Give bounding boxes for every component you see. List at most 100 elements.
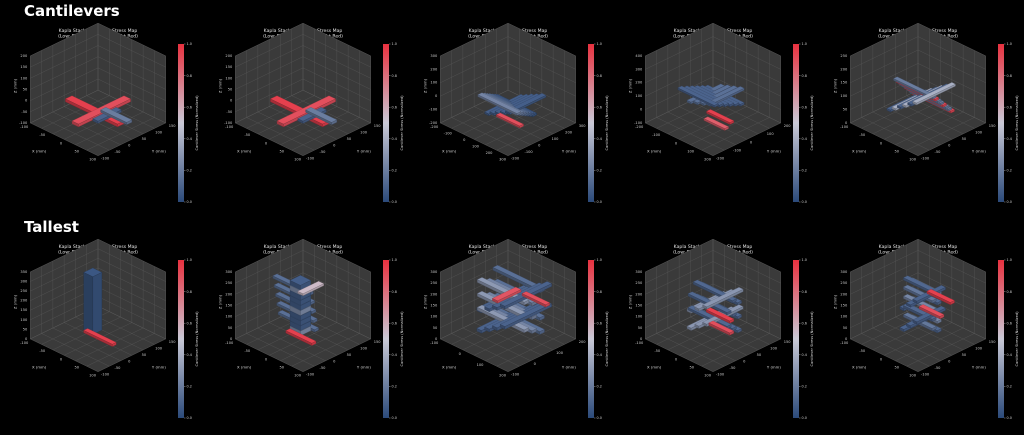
gridline — [440, 63, 509, 97]
gridline — [645, 49, 714, 83]
y-tick-label: -50 — [115, 366, 122, 370]
y-tick-label: 100 — [360, 346, 368, 350]
block-side — [714, 103, 719, 108]
x-tick-label: -100 — [430, 341, 439, 345]
gridline — [645, 250, 714, 284]
x-tick-label: -200 — [430, 125, 439, 129]
gridline — [302, 250, 371, 284]
z-tick-label: -100 — [224, 121, 233, 125]
y-tick-label: -50 — [935, 366, 942, 370]
gridline — [30, 258, 99, 292]
x-axis-label: X (mm) — [32, 365, 47, 370]
gridline — [645, 63, 714, 97]
z-tick-label: 0 — [845, 121, 848, 125]
colorbar-tick-label: 0.2 — [1007, 169, 1012, 173]
gridline — [507, 261, 576, 295]
z-tick-label: -50 — [21, 110, 28, 114]
gridline — [917, 76, 986, 110]
colorbar-tick-label: 0.4 — [802, 353, 807, 357]
z-axis-label: Z (mm) — [832, 78, 837, 93]
x-tick-label: 50 — [894, 150, 899, 154]
colorbar-label: Cantilever Stress (Normalized) — [195, 95, 199, 151]
x-tick-label: 100 — [704, 374, 712, 378]
gridline — [917, 272, 986, 306]
colorbar — [588, 260, 594, 418]
block-side — [504, 303, 552, 330]
gridline — [451, 333, 520, 367]
colorbar-tick-label: 0.8 — [187, 74, 192, 78]
gridline — [97, 267, 166, 301]
colorbar-tick-label: 0.6 — [1007, 105, 1012, 109]
colorbar-tick-label: 0.6 — [597, 105, 602, 109]
y-axis-label: Y (mm) — [562, 149, 576, 154]
gridline — [235, 90, 304, 124]
gridline — [645, 272, 714, 306]
z-tick-label: 0 — [640, 337, 643, 341]
gridline — [645, 76, 714, 110]
z-tick-label: 100 — [430, 315, 438, 319]
y-tick-label: 200 — [565, 130, 573, 134]
gridline — [235, 45, 304, 79]
colorbar-tick-label: 0.4 — [1007, 353, 1012, 357]
block-side — [726, 310, 732, 316]
y-axis-label: Y (mm) — [562, 365, 576, 370]
colorbar — [793, 44, 799, 202]
x-tick-label: 0 — [60, 141, 63, 145]
gridline — [235, 272, 304, 306]
y-tick-label: 0 — [538, 144, 541, 148]
colorbar-tick-label: 0.8 — [597, 74, 602, 78]
y-axis-label: Y (mm) — [357, 365, 371, 370]
block-side — [729, 330, 734, 336]
gridline — [97, 248, 166, 282]
z-tick-label: 200 — [225, 292, 233, 296]
y-axis-label: Y (mm) — [767, 149, 781, 154]
z-tick-label: 100 — [20, 318, 28, 322]
colorbar-label: Cantilever Stress (Normalized) — [1015, 95, 1019, 151]
gridline — [507, 63, 576, 97]
gridline — [235, 261, 304, 295]
gridline — [440, 338, 509, 372]
y-tick-label: 200 — [579, 340, 587, 344]
gridline — [97, 67, 166, 101]
x-tick-label: 300 — [499, 158, 507, 162]
z-tick-label: 0 — [230, 99, 233, 103]
stress-map-panel: Kapla Stack Cantilever Stress Map(Low: D… — [627, 238, 814, 420]
x-tick-label: 50 — [279, 366, 284, 370]
gridline — [235, 239, 304, 273]
x-tick-label: 0 — [675, 357, 678, 361]
x-tick-label: 100 — [909, 158, 917, 162]
gridline — [440, 122, 509, 156]
colorbar-tick-label: 0.8 — [1007, 74, 1012, 78]
colorbar-tick-label: 1.0 — [187, 42, 192, 46]
block-side — [83, 272, 93, 335]
gridline — [917, 338, 986, 372]
gridline — [302, 78, 371, 112]
block-side — [724, 102, 729, 108]
gridline — [507, 36, 576, 70]
y-tick-label: -100 — [306, 373, 315, 377]
gridline — [30, 67, 99, 101]
block-side — [948, 107, 953, 112]
gridline — [97, 296, 166, 330]
z-axis-label: Z (mm) — [422, 294, 427, 309]
z-tick-label: 150 — [20, 65, 28, 69]
gridline — [507, 49, 576, 83]
colorbar-tick-label: 0.0 — [802, 200, 807, 204]
y-tick-label: 50 — [347, 137, 352, 141]
y-axis-label: Y (mm) — [152, 365, 166, 370]
colorbar-tick-label: 0.0 — [392, 200, 397, 204]
gridline — [97, 306, 166, 340]
gridline — [30, 338, 99, 372]
colorbar-tick-label: 0.2 — [802, 169, 807, 173]
block-side — [531, 328, 537, 334]
y-tick-label: -50 — [730, 366, 737, 370]
z-tick-label: 50 — [433, 326, 438, 330]
y-tick-label: 0 — [128, 144, 131, 148]
y-tick-label: 100 — [770, 346, 778, 350]
block-side — [706, 289, 744, 310]
y-tick-label: 0 — [948, 144, 951, 148]
block-side — [732, 326, 737, 332]
gridline — [451, 117, 520, 151]
gridline — [41, 333, 110, 367]
gridline — [440, 239, 509, 273]
